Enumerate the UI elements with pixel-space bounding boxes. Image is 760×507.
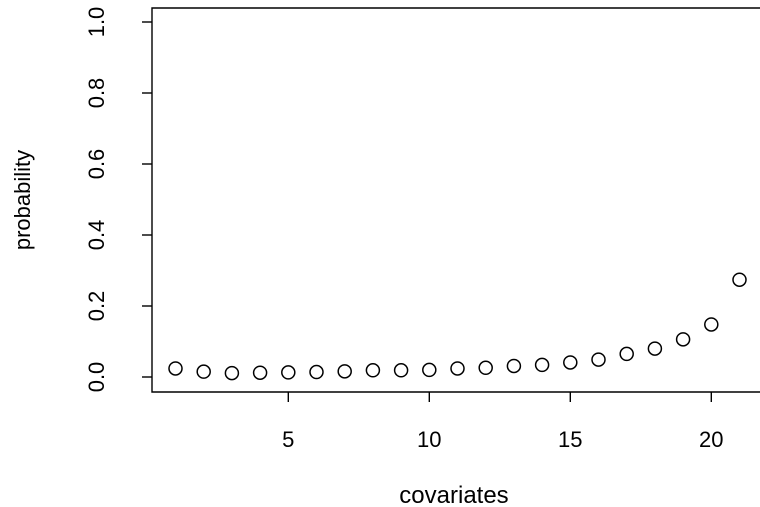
data-points (168, 272, 747, 381)
x-axis: 5 10 15 20 (282, 392, 724, 452)
data-point (591, 352, 606, 367)
data-point (704, 317, 719, 332)
data-point (309, 364, 324, 380)
y-tick-label: 0.8 (84, 78, 109, 109)
data-point (450, 361, 465, 376)
y-tick-label: 0.4 (84, 220, 109, 251)
y-tick-label: 0.0 (84, 362, 109, 393)
x-tick-label: 20 (699, 427, 723, 452)
data-point (675, 332, 691, 347)
y-axis-label: probability (10, 150, 35, 250)
plot-frame (151, 7, 760, 393)
y-tick-label: 0.2 (84, 291, 109, 322)
data-point (168, 361, 183, 376)
x-tick-label: 10 (417, 427, 441, 452)
data-point (563, 355, 578, 370)
y-axis: 0.0 0.2 0.4 0.6 0.8 1.0 (84, 7, 152, 393)
data-point (365, 363, 381, 378)
data-point (281, 365, 296, 380)
data-point (196, 364, 211, 379)
x-axis-label: covariates (399, 482, 508, 507)
x-tick-label: 5 (282, 427, 294, 452)
data-point (337, 364, 352, 379)
data-point (732, 272, 747, 287)
data-point (534, 357, 550, 373)
data-point (478, 360, 493, 376)
data-point (393, 363, 409, 378)
x-tick-label: 15 (558, 427, 582, 452)
plot-box (151, 7, 760, 393)
data-point (252, 365, 268, 380)
data-point (506, 358, 522, 374)
data-point (619, 346, 634, 362)
data-point (224, 365, 240, 381)
data-point (422, 362, 437, 378)
y-tick-label: 0.6 (84, 149, 109, 180)
y-tick-label: 1.0 (84, 7, 109, 38)
data-point (647, 341, 663, 356)
